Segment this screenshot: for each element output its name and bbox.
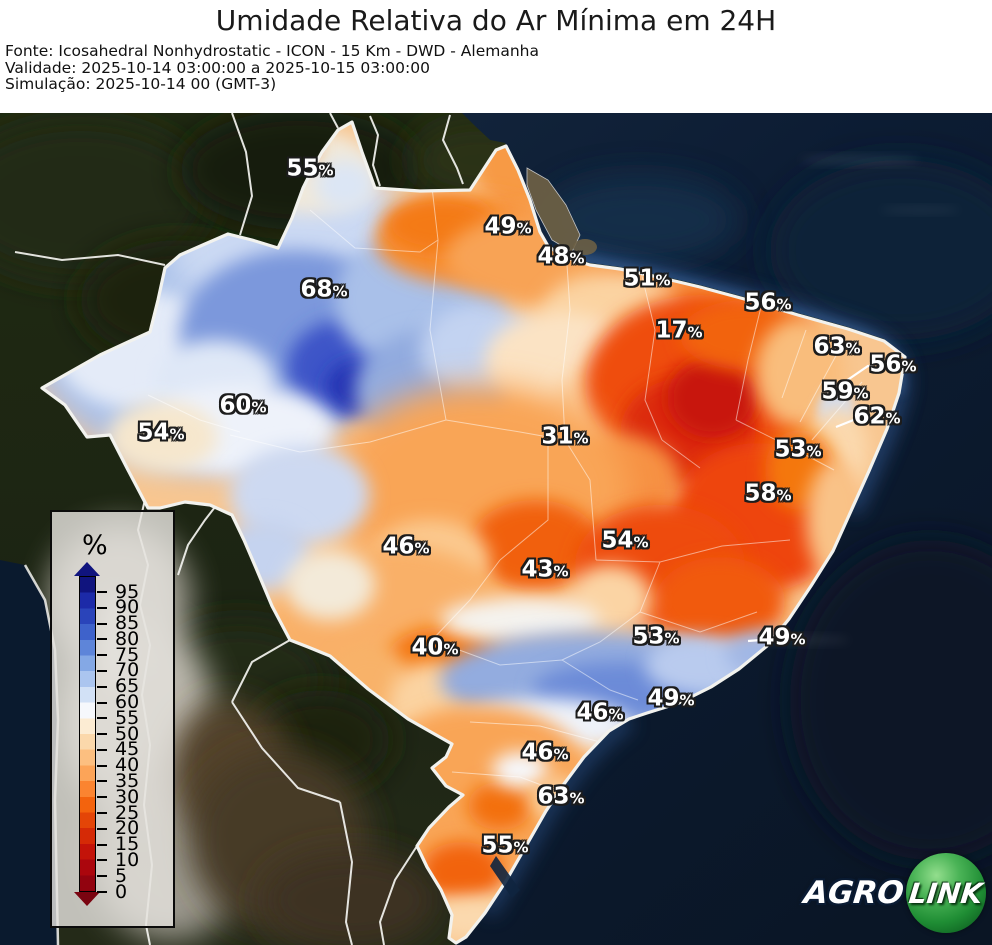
pacific-ocean (0, 560, 58, 945)
legend-unit-label: % (82, 530, 108, 561)
humidity-label: 59% (821, 378, 869, 405)
colorbar-tick (97, 764, 107, 767)
humidity-label: 31% (541, 423, 589, 450)
colorbar-tick (97, 638, 107, 641)
lagoon (490, 856, 520, 898)
humidity-label: 55% (481, 832, 529, 859)
humidity-label: 40% (411, 634, 459, 661)
header: Umidade Relativa do Ar Mínima em 24H Fon… (0, 0, 992, 113)
colorbar-tick-label: 10 (115, 848, 140, 871)
agrolink-logo-circle: LINK (905, 853, 986, 933)
humidity-label: 55% (286, 155, 334, 182)
humidity-map: 55% 49% 48% 51% 68% 56% 17% 63% 56% 59% 62% 60% 54% 3… (0, 113, 992, 945)
colorbar-tick-label: 0 (115, 880, 128, 903)
humidity-field (42, 122, 905, 943)
brazil-border (40, 120, 907, 945)
humidity-label: 63% (813, 333, 861, 360)
colorbar-tick-label: 35 (115, 769, 140, 792)
colorbar-tick-label: 15 (115, 833, 140, 856)
colorbar-tick-label: 60 (115, 691, 140, 714)
colorbar-tick (97, 669, 107, 672)
colorbar-tick (97, 622, 107, 625)
simulation-line: Simulação: 2025-10-14 00 (GMT-3) (5, 75, 277, 93)
colorbar-tick-label: 90 (115, 596, 140, 619)
humidity-label: 58% (744, 480, 792, 507)
colorbar-tick (97, 875, 107, 878)
colorbar-tick-label: 50 (115, 722, 140, 745)
humidity-label: 46% (382, 533, 430, 560)
humidity-label: 60% (219, 392, 267, 419)
colorbar-tick-label: 65 (115, 675, 140, 698)
colorbar-tick (97, 891, 107, 893)
agrolink-logo-text: AGRO (802, 875, 906, 911)
colorbar-tick-label: 20 (115, 817, 140, 840)
colorbar-tick (97, 812, 107, 815)
humidity-label: 62% (853, 403, 901, 430)
humidity-label: 56% (744, 289, 792, 316)
state-borders (147, 151, 863, 793)
source-line: Fonte: Icosahedral Nonhydrostatic - ICON… (5, 42, 539, 60)
colorbar-tick (97, 827, 107, 830)
label-leader-lines (747, 364, 873, 643)
colorbar-tick-label: 70 (115, 659, 140, 682)
colorbar-tick-label: 80 (115, 627, 140, 650)
colorbar-tick-label: 30 (115, 785, 140, 808)
humidity-label: 17% (655, 317, 703, 344)
humidity-label: 46% (521, 739, 569, 766)
humidity-label: 56% (869, 351, 917, 378)
colorbar-arrow-bottom (74, 892, 100, 906)
colorbar-tick-label: 85 (115, 612, 140, 635)
colorbar-tick (97, 654, 107, 657)
colorbar-legend: % 95 90 85 80 75 70 65 60 55 50 45 40 35 30 25 20 15 10 5 0 (50, 510, 175, 928)
colorbar-tick-label: 5 (115, 864, 128, 887)
marajo-island (526, 167, 581, 253)
humidity-label: 54% (137, 419, 185, 446)
colorbar (79, 576, 96, 892)
colorbar-tick-label: 25 (115, 801, 140, 824)
page-title: Umidade Relativa do Ar Mínima em 24H (215, 4, 777, 37)
humidity-label: 46% (576, 699, 624, 726)
colorbar-tick-label: 75 (115, 643, 140, 666)
colorbar-tick-label: 40 (115, 754, 140, 777)
humidity-label: 63% (537, 783, 585, 810)
humidity-label: 53% (632, 623, 680, 650)
colorbar-tick-label: 55 (115, 706, 140, 729)
humidity-label: 53% (774, 436, 822, 463)
validity-line: Validade: 2025-10-14 03:00:00 a 2025-10-… (5, 58, 430, 77)
colorbar-tick (97, 606, 107, 609)
humidity-label: 51% (623, 265, 671, 292)
colorbar-tick (97, 733, 107, 736)
colorbar-tick (97, 748, 107, 751)
colorbar-tick (97, 780, 107, 783)
colorbar-tick (97, 591, 107, 593)
agrolink-logo-link-text: LINK (907, 876, 985, 910)
humidity-label: 68% (300, 276, 348, 303)
humidity-label: 49% (647, 685, 695, 712)
colorbar-tick (97, 701, 107, 704)
colorbar-tick (97, 685, 107, 688)
humidity-label: 48% (537, 243, 585, 270)
agrolink-logo: AGRO LINK (802, 853, 986, 933)
colorbar-tick (97, 843, 107, 846)
map-canvas (0, 113, 992, 945)
colorbar-tick-label: 95 (115, 580, 140, 603)
humidity-label: 49% (484, 213, 532, 240)
colorbar-tick (97, 717, 107, 720)
humidity-label: 49% (758, 624, 806, 651)
colorbar-tick (97, 859, 107, 862)
colorbar-arrow-top (74, 562, 100, 576)
colorbar-tick-label: 45 (115, 738, 140, 761)
humidity-label: 54% (601, 527, 649, 554)
colorbar-tick (97, 796, 107, 799)
humidity-label: 43% (521, 556, 569, 583)
